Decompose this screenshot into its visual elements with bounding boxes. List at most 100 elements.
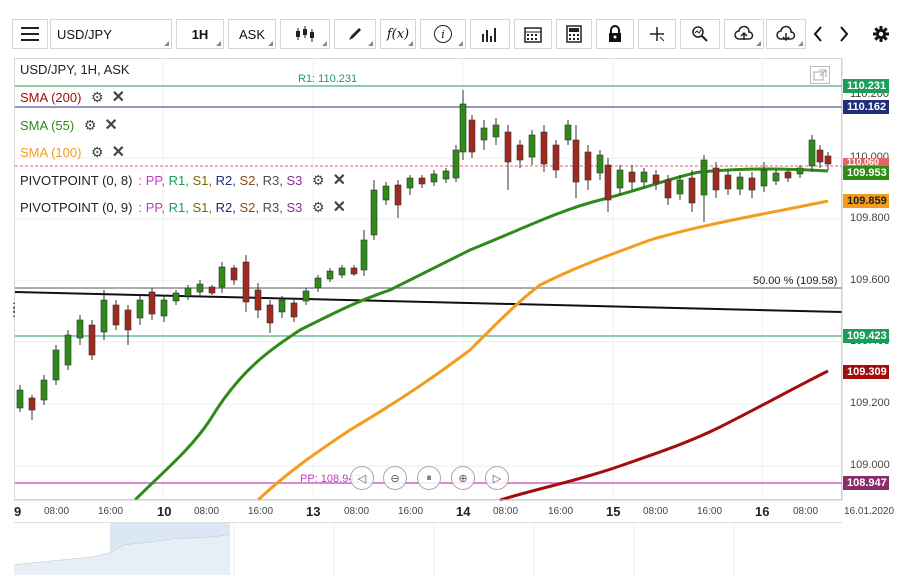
time-axis-day: 10 bbox=[157, 504, 172, 519]
price-tag-r2: 110.162 bbox=[843, 100, 889, 114]
volume-button[interactable] bbox=[470, 19, 510, 49]
download-button[interactable] bbox=[766, 19, 806, 49]
legend-sma200[interactable]: SMA (200) ⚙ ✕ bbox=[20, 87, 125, 107]
function-icon: f(x) bbox=[386, 26, 410, 42]
pivot-s2: S2, bbox=[239, 200, 259, 215]
close-icon[interactable]: ✕ bbox=[111, 89, 126, 106]
scroll-left-button[interactable] bbox=[806, 19, 830, 49]
chart-toolbar: USD/JPY 1H ASK f(x) i bbox=[0, 0, 910, 58]
pivot-r1: R1, bbox=[168, 173, 189, 188]
calculator-button[interactable] bbox=[556, 19, 592, 49]
indicators-button[interactable]: f(x) bbox=[380, 19, 416, 49]
navigator-chart bbox=[13, 523, 735, 575]
close-icon[interactable]: ✕ bbox=[111, 144, 126, 161]
chart-type-button[interactable] bbox=[280, 19, 330, 49]
scroll-back-button[interactable]: ◁ bbox=[350, 466, 374, 490]
draw-tools-button[interactable] bbox=[334, 19, 376, 49]
r1-annotation: R1: 110.231 bbox=[298, 73, 358, 85]
pencil-icon bbox=[349, 28, 361, 40]
scroll-right-button[interactable] bbox=[832, 19, 856, 49]
time-axis-hour: 08:00 bbox=[493, 506, 519, 517]
candlestick-icon bbox=[296, 26, 314, 42]
gear-icon bbox=[873, 26, 889, 42]
zoom-icon bbox=[692, 26, 708, 42]
pivot2-label: PIVOTPOINT (0, 9) bbox=[20, 200, 133, 215]
pivot-s2: S2, bbox=[239, 173, 259, 188]
sma-55-line[interactable] bbox=[133, 167, 829, 502]
bar-chart-icon bbox=[482, 28, 496, 42]
pivot-pp: PP, bbox=[145, 173, 165, 188]
pp-annotation: PP: 108.947 bbox=[300, 473, 361, 485]
pivot-s1: S1, bbox=[192, 173, 212, 188]
time-axis-day: 14 bbox=[456, 504, 471, 519]
price-tag-sma200: 109.309 bbox=[843, 365, 889, 379]
reset-icon: ⏸ bbox=[426, 471, 432, 484]
settings-button[interactable] bbox=[866, 19, 896, 49]
zoom-in-icon: ⊕ bbox=[458, 472, 468, 485]
sma-200-line[interactable] bbox=[499, 369, 829, 502]
calendar-icon bbox=[524, 27, 542, 43]
sma55-label: SMA (55) bbox=[20, 118, 75, 133]
symbol-select[interactable]: USD/JPY bbox=[50, 19, 172, 49]
gear-icon[interactable]: ⚙ bbox=[312, 172, 325, 188]
timeframe-select[interactable]: 1H bbox=[176, 19, 224, 49]
time-axis-hour: 16:00 bbox=[697, 506, 723, 517]
zoom-in-button[interactable]: ⊕ bbox=[451, 466, 475, 490]
time-axis-day: 13 bbox=[306, 504, 321, 519]
info-icon: i bbox=[434, 25, 452, 43]
pivot-s1: S1, bbox=[192, 200, 212, 215]
gear-icon[interactable]: ⚙ bbox=[91, 144, 104, 160]
sma200-label: SMA (200) bbox=[20, 90, 82, 105]
time-axis-day: 15 bbox=[606, 504, 621, 519]
calendar-button[interactable] bbox=[514, 19, 552, 49]
timeframe-label: 1H bbox=[191, 26, 209, 42]
candlesticks[interactable] bbox=[16, 90, 832, 420]
gear-icon[interactable]: ⚙ bbox=[312, 199, 325, 215]
popout-icon[interactable] bbox=[810, 66, 830, 84]
close-icon[interactable]: ✕ bbox=[104, 117, 118, 134]
crosshair-button[interactable] bbox=[638, 19, 676, 49]
price-tag-s1: 109.423 bbox=[843, 329, 889, 343]
pivot-r1: R1, bbox=[168, 200, 189, 215]
legend-pivot-1[interactable]: PIVOTPOINT (0, 8): PP, R1, S1, R2, S2, R… bbox=[20, 170, 346, 190]
navigator-strip[interactable] bbox=[13, 522, 842, 575]
lock-icon bbox=[609, 25, 621, 42]
menu-icon bbox=[21, 27, 39, 41]
chevron-right-icon: ▷ bbox=[492, 472, 502, 485]
cloud-upload-icon bbox=[734, 25, 754, 40]
time-axis-hour: 08:00 bbox=[44, 506, 70, 517]
gear-icon[interactable]: ⚙ bbox=[83, 117, 97, 133]
zoom-out-icon: ⊖ bbox=[390, 472, 400, 485]
price-type-select[interactable]: ASK bbox=[228, 19, 276, 49]
price-tag-pp: 108.947 bbox=[843, 476, 889, 490]
price-tag-r1: 110.231 bbox=[843, 79, 889, 93]
pivot-r3: R3, bbox=[262, 200, 283, 215]
legend-sma100[interactable]: SMA (100) ⚙ ✕ bbox=[20, 142, 125, 162]
reset-view-button[interactable]: ⏸ bbox=[417, 466, 441, 490]
upload-button[interactable] bbox=[724, 19, 764, 49]
pivot-s3: S3 bbox=[286, 200, 303, 215]
drag-handle-icon[interactable]: ⋮ ⋮ bbox=[8, 300, 20, 319]
legend-pivot-2[interactable]: PIVOTPOINT (0, 9): PP, R1, S1, R2, S2, R… bbox=[20, 197, 346, 217]
time-axis-hour: 16:00 bbox=[98, 506, 124, 517]
close-icon[interactable]: ✕ bbox=[332, 172, 346, 189]
pivot-pp: PP, bbox=[145, 200, 165, 215]
scroll-forward-button[interactable]: ▷ bbox=[485, 466, 509, 490]
chevron-left-icon: ◁ bbox=[357, 472, 367, 485]
zoom-button[interactable] bbox=[680, 19, 720, 49]
price-tag-sma100: 109.859 bbox=[843, 194, 889, 208]
info-button[interactable]: i bbox=[420, 19, 466, 49]
close-icon[interactable]: ✕ bbox=[332, 199, 346, 216]
pivot1-label: PIVOTPOINT (0, 8) bbox=[20, 173, 133, 188]
gear-icon[interactable]: ⚙ bbox=[91, 89, 104, 105]
zoom-out-button[interactable]: ⊖ bbox=[383, 466, 407, 490]
pivot-r2: R2, bbox=[215, 173, 236, 188]
pivot-colon: : bbox=[138, 173, 143, 188]
lock-button[interactable] bbox=[596, 19, 634, 49]
legend-sma55[interactable]: SMA (55) ⚙ ✕ bbox=[20, 115, 118, 135]
time-axis-hour: 16:00 bbox=[248, 506, 274, 517]
time-axis-hour: 08:00 bbox=[643, 506, 669, 517]
sma-100-line[interactable] bbox=[256, 199, 829, 502]
menu-button[interactable] bbox=[12, 19, 48, 49]
